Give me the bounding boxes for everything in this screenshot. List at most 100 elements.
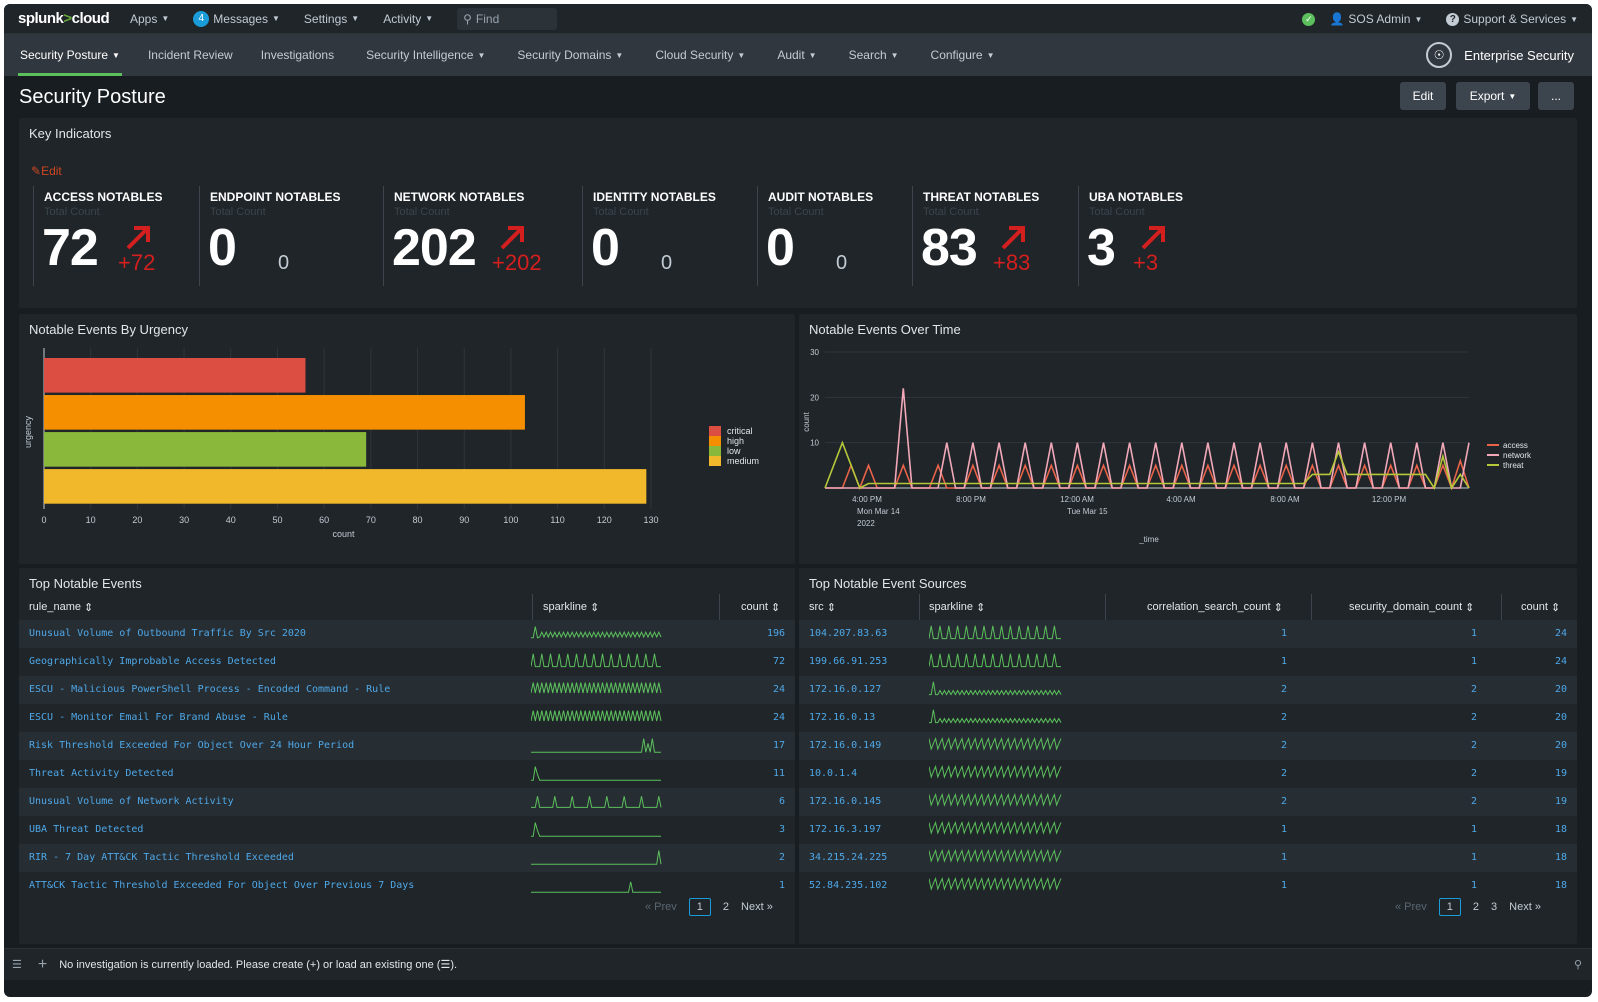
table-row[interactable]: 52.84.235.102 1 1 18: [799, 872, 1577, 900]
src-link[interactable]: 199.66.91.253: [809, 656, 888, 667]
kpi-endpoint-notables[interactable]: ENDPOINT NOTABLES Total Count 0 0: [199, 186, 383, 286]
count-value[interactable]: 24: [1554, 656, 1567, 667]
page-1-button[interactable]: 1: [688, 898, 711, 916]
activity-menu[interactable]: Activity ▼: [383, 11, 434, 26]
count-value[interactable]: 3: [778, 824, 785, 835]
find-input[interactable]: ⚲ Find: [457, 7, 558, 30]
src-link[interactable]: 172.16.3.197: [809, 824, 882, 835]
count-value[interactable]: 18: [1554, 824, 1567, 835]
kpi-audit-notables[interactable]: AUDIT NOTABLES Total Count 0 0: [757, 186, 912, 286]
rule-name-link[interactable]: ESCU - Monitor Email For Brand Abuse - R…: [29, 712, 288, 723]
col-header-security-domain-count[interactable]: security_domain_count ⇕: [1349, 601, 1475, 614]
correlation-search-count-value[interactable]: 2: [1280, 796, 1287, 807]
bar-high[interactable]: [44, 395, 525, 430]
prev-page-button[interactable]: « Prev: [1395, 901, 1427, 913]
nav-search[interactable]: Search ▼: [848, 48, 899, 62]
page-2-button[interactable]: 2: [1472, 901, 1480, 913]
col-header-rule-name[interactable]: rule_name ⇕: [29, 601, 94, 614]
series-line-threat[interactable]: [824, 440, 1470, 490]
count-value[interactable]: 11: [772, 768, 785, 779]
correlation-search-count-value[interactable]: 2: [1280, 712, 1287, 723]
page-1-button[interactable]: 1: [1438, 898, 1461, 916]
table-row[interactable]: ESCU - Malicious PowerShell Process - En…: [19, 676, 795, 704]
table-row[interactable]: Risk Threshold Exceeded For Object Over …: [19, 732, 795, 760]
count-value[interactable]: 1: [778, 880, 785, 891]
table-row[interactable]: 172.16.3.197 1 1 18: [799, 816, 1577, 844]
security-domain-count-value[interactable]: 2: [1470, 684, 1477, 695]
count-value[interactable]: 20: [1554, 740, 1567, 751]
table-row[interactable]: UBA Threat Detected 3: [19, 816, 795, 844]
src-link[interactable]: 172.16.0.127: [809, 684, 882, 695]
table-row[interactable]: RIR - 7 Day ATT&CK Tactic Threshold Exce…: [19, 844, 795, 872]
nav-audit[interactable]: Audit ▼: [777, 48, 817, 62]
table-row[interactable]: 172.16.0.149 2 2 20: [799, 732, 1577, 760]
correlation-search-count-value[interactable]: 1: [1280, 656, 1287, 667]
table-row[interactable]: Threat Activity Detected 11: [19, 760, 795, 788]
correlation-search-count-value[interactable]: 1: [1280, 824, 1287, 835]
table-row[interactable]: Geographically Improbable Access Detecte…: [19, 648, 795, 676]
page-3-button[interactable]: 3: [1491, 901, 1498, 913]
correlation-search-count-value[interactable]: 1: [1280, 628, 1287, 639]
legend-label[interactable]: medium: [727, 456, 759, 466]
rule-name-link[interactable]: Unusual Volume of Network Activity: [29, 796, 234, 807]
count-value[interactable]: 72: [772, 656, 785, 667]
bar-medium[interactable]: [44, 469, 647, 504]
src-link[interactable]: 172.16.0.145: [809, 796, 882, 807]
rule-name-link[interactable]: UBA Threat Detected: [29, 824, 144, 835]
rule-name-link[interactable]: ATT&CK Tactic Threshold Exceeded For Obj…: [29, 880, 415, 891]
app-name[interactable]: ☉ Enterprise Security: [1426, 34, 1574, 76]
count-value[interactable]: 24: [1554, 628, 1567, 639]
col-header-count[interactable]: count ⇕: [741, 601, 781, 614]
kpi-identity-notables[interactable]: IDENTITY NOTABLES Total Count 0 0: [582, 186, 757, 286]
security-domain-count-value[interactable]: 1: [1470, 824, 1477, 835]
src-link[interactable]: 104.207.83.63: [809, 628, 888, 639]
rule-name-link[interactable]: Threat Activity Detected: [29, 768, 174, 779]
nav-investigations[interactable]: Investigations: [260, 48, 335, 62]
correlation-search-count-value[interactable]: 1: [1280, 852, 1287, 863]
security-domain-count-value[interactable]: 2: [1470, 740, 1477, 751]
src-link[interactable]: 10.0.1.4: [809, 768, 858, 779]
count-value[interactable]: 20: [1554, 684, 1567, 695]
rule-name-link[interactable]: Risk Threshold Exceeded For Object Over …: [29, 740, 355, 751]
nav-cloud-security[interactable]: Cloud Security ▼: [655, 48, 746, 62]
page-2-button[interactable]: 2: [722, 901, 730, 913]
table-row[interactable]: 199.66.91.253 1 1 24: [799, 648, 1577, 676]
more-button[interactable]: ...: [1538, 82, 1574, 110]
splunk-cloud-logo[interactable]: splunk>cloud: [18, 10, 110, 27]
legend-label[interactable]: access: [1503, 441, 1528, 450]
security-domain-count-value[interactable]: 2: [1470, 712, 1477, 723]
security-domain-count-value[interactable]: 2: [1470, 796, 1477, 807]
table-row[interactable]: 34.215.24.225 1 1 18: [799, 844, 1577, 872]
count-value[interactable]: 20: [1554, 712, 1567, 723]
count-value[interactable]: 2: [778, 852, 785, 863]
kpi-network-notables[interactable]: NETWORK NOTABLES Total Count 202 +202: [383, 186, 582, 286]
col-header-sparkline[interactable]: sparkline ⇕: [543, 601, 600, 614]
count-value[interactable]: 196: [766, 628, 785, 639]
rule-name-link[interactable]: RIR - 7 Day ATT&CK Tactic Threshold Exce…: [29, 852, 294, 863]
kpi-threat-notables[interactable]: THREAT NOTABLES Total Count 83 +83: [912, 186, 1078, 286]
security-domain-count-value[interactable]: 1: [1470, 880, 1477, 891]
count-value[interactable]: 18: [1554, 852, 1567, 863]
count-value[interactable]: 24: [772, 712, 785, 723]
prev-page-button[interactable]: « Prev: [645, 901, 677, 913]
src-link[interactable]: 172.16.0.13: [809, 712, 876, 723]
correlation-search-count-value[interactable]: 2: [1280, 768, 1287, 779]
security-domain-count-value[interactable]: 1: [1470, 656, 1477, 667]
kpi-access-notables[interactable]: ACCESS NOTABLES Total Count 72 +72: [33, 186, 199, 286]
series-line-network[interactable]: [825, 388, 1470, 489]
health-status-icon[interactable]: ✓: [1302, 12, 1316, 26]
next-page-button[interactable]: Next »: [1509, 901, 1541, 913]
bar-critical[interactable]: [44, 358, 306, 393]
kpi-uba-notables[interactable]: UBA NOTABLES Total Count 3 +3: [1078, 186, 1238, 286]
nav-configure[interactable]: Configure ▼: [930, 48, 995, 62]
count-value[interactable]: 6: [778, 796, 785, 807]
correlation-search-count-value[interactable]: 2: [1280, 740, 1287, 751]
correlation-search-count-value[interactable]: 1: [1280, 880, 1287, 891]
security-domain-count-value[interactable]: 1: [1470, 628, 1477, 639]
table-row[interactable]: ESCU - Monitor Email For Brand Abuse - R…: [19, 704, 795, 732]
menu-icon[interactable]: ☰: [12, 959, 22, 971]
legend-label[interactable]: critical: [727, 426, 753, 436]
correlation-search-count-value[interactable]: 2: [1280, 684, 1287, 695]
add-investigation-icon[interactable]: +: [37, 955, 48, 973]
col-header-count[interactable]: count ⇕: [1521, 601, 1561, 614]
